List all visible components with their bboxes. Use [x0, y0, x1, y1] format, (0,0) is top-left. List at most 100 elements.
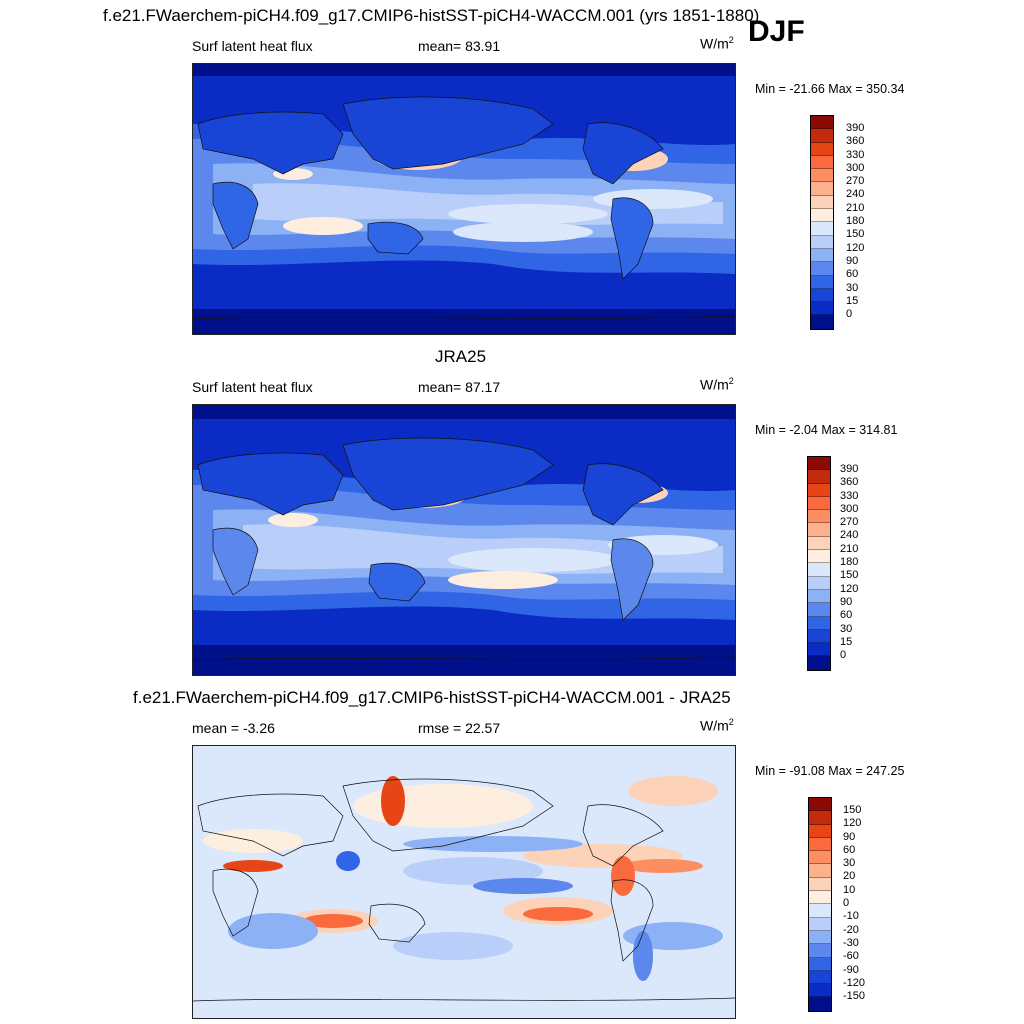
- colorbar-tick-label: 360: [840, 476, 859, 489]
- panel3-colorbar: [808, 797, 832, 1012]
- colorbar-tick-label: 330: [840, 489, 859, 502]
- colorbar-swatch: [808, 643, 830, 657]
- colorbar-tick-label: 180: [840, 556, 859, 569]
- colorbar-tick-label: 15: [840, 635, 853, 648]
- panel2-title: JRA25: [435, 347, 487, 366]
- panel1-variable-label: Surf latent heat flux: [192, 38, 313, 54]
- colorbar-swatch: [811, 315, 833, 329]
- panel2-colorbar-labels: 390 360 330 300 270 240 210 180 150 120 90 60 30 15 0: [840, 463, 858, 662]
- colorbar-tick-label: 270: [840, 516, 859, 529]
- colorbar-swatch: [808, 550, 830, 564]
- colorbar-swatch: [808, 496, 830, 511]
- colorbar-swatch: [808, 576, 830, 590]
- colorbar-swatch: [809, 930, 831, 945]
- colorbar-swatch: [808, 510, 830, 524]
- colorbar-tick-label: 240: [846, 188, 865, 201]
- panel1-units: W/m2: [700, 35, 734, 52]
- colorbar-swatch: [811, 182, 833, 196]
- colorbar-tick-label: 360: [846, 135, 865, 148]
- panel2-variable-label: Surf latent heat flux: [192, 379, 313, 395]
- colorbar-tick-label: 60: [846, 268, 859, 281]
- panel3-units: W/m2: [700, 717, 734, 734]
- colorbar-tick-label: 90: [846, 254, 859, 267]
- panel1-mean-label: mean= 83.91: [418, 38, 501, 54]
- colorbar-tick-label: 0: [846, 308, 853, 321]
- colorbar-swatch: [811, 262, 833, 276]
- colorbar-swatch: [808, 603, 830, 617]
- colorbar-swatch: [809, 944, 831, 958]
- colorbar-swatch: [809, 984, 831, 998]
- colorbar-tick-label: 300: [840, 502, 859, 515]
- colorbar-tick-label: 60: [843, 843, 856, 856]
- colorbar-tick-label: 60: [840, 609, 853, 622]
- colorbar-tick-label: -20: [843, 923, 859, 936]
- panel2-mean-label: mean= 87.17: [418, 379, 501, 395]
- colorbar-swatch: [809, 904, 831, 918]
- colorbar-tick-label: 210: [846, 201, 865, 214]
- panel2-colorbar: [807, 456, 831, 671]
- colorbar-swatch: [809, 824, 831, 838]
- colorbar-swatch: [811, 222, 833, 236]
- colorbar-tick-label: 270: [846, 175, 865, 188]
- colorbar-tick-label: -60: [843, 950, 859, 963]
- colorbar-tick-label: 120: [846, 241, 865, 254]
- colorbar-tick-label: 120: [840, 582, 859, 595]
- colorbar-swatch: [811, 116, 833, 130]
- colorbar-tick-label: 120: [843, 817, 862, 830]
- colorbar-tick-label: 330: [846, 148, 865, 161]
- panel2-minmax: Min = -2.04 Max = 314.81: [755, 423, 898, 437]
- colorbar-swatch: [809, 864, 831, 878]
- colorbar-tick-label: 90: [843, 830, 856, 843]
- colorbar-tick-label: 10: [843, 883, 856, 896]
- panel3-mean-label: mean = -3.26: [192, 720, 275, 736]
- colorbar-swatch: [808, 536, 830, 551]
- colorbar-swatch: [809, 877, 831, 892]
- colorbar-tick-label: 210: [840, 542, 859, 555]
- panel1-minmax: Min = -21.66 Max = 350.34: [755, 82, 905, 96]
- panel1-colorbar: [810, 115, 834, 330]
- panel3-rmse-label: rmse = 22.57: [418, 720, 501, 736]
- colorbar-swatch: [811, 248, 833, 263]
- colorbar-swatch: [809, 837, 831, 852]
- colorbar-swatch: [811, 129, 833, 143]
- colorbar-tick-label: 90: [840, 595, 853, 608]
- colorbar-swatch: [811, 302, 833, 316]
- colorbar-swatch: [811, 275, 833, 289]
- colorbar-swatch: [809, 891, 831, 905]
- colorbar-tick-label: 150: [840, 569, 859, 582]
- colorbar-swatch: [808, 483, 830, 497]
- colorbar-swatch: [809, 811, 831, 825]
- colorbar-swatch: [811, 235, 833, 249]
- colorbar-swatch: [809, 917, 831, 931]
- colorbar-tick-label: 240: [840, 529, 859, 542]
- colorbar-swatch: [809, 957, 831, 971]
- colorbar-swatch: [809, 798, 831, 812]
- colorbar-tick-label: -90: [843, 963, 859, 976]
- colorbar-tick-label: 30: [840, 622, 853, 635]
- colorbar-swatch: [811, 169, 833, 183]
- colorbar-tick-label: -10: [843, 910, 859, 923]
- colorbar-tick-label: 390: [840, 463, 859, 475]
- colorbar-swatch: [811, 155, 833, 170]
- panel1-map: [192, 63, 736, 335]
- colorbar-swatch: [811, 288, 833, 303]
- colorbar-swatch: [811, 142, 833, 156]
- panel3-map: [192, 745, 736, 1019]
- colorbar-swatch: [811, 195, 833, 210]
- colorbar-tick-label: 180: [846, 215, 865, 228]
- panel3-title: f.e21.FWaerchem-piCH4.f09_g17.CMIP6-hist…: [133, 688, 731, 707]
- colorbar-tick-label: 30: [843, 857, 856, 870]
- colorbar-tick-label: 20: [843, 870, 856, 883]
- colorbar-swatch: [808, 616, 830, 630]
- panel2-map: [192, 404, 736, 676]
- panel3-colorbar-labels: 150 120 90 60 30 20 10 0 -10 -20 -30 -60 -90 -120 -150: [843, 804, 865, 1003]
- panel3-minmax: Min = -91.08 Max = 247.25: [755, 764, 905, 778]
- colorbar-swatch: [808, 656, 830, 670]
- colorbar-swatch: [808, 629, 830, 644]
- colorbar-swatch: [809, 970, 831, 985]
- colorbar-tick-label: -30: [843, 936, 859, 949]
- colorbar-tick-label: 30: [846, 281, 859, 294]
- colorbar-swatch: [809, 851, 831, 865]
- colorbar-tick-label: 150: [846, 228, 865, 241]
- colorbar-swatch: [808, 523, 830, 537]
